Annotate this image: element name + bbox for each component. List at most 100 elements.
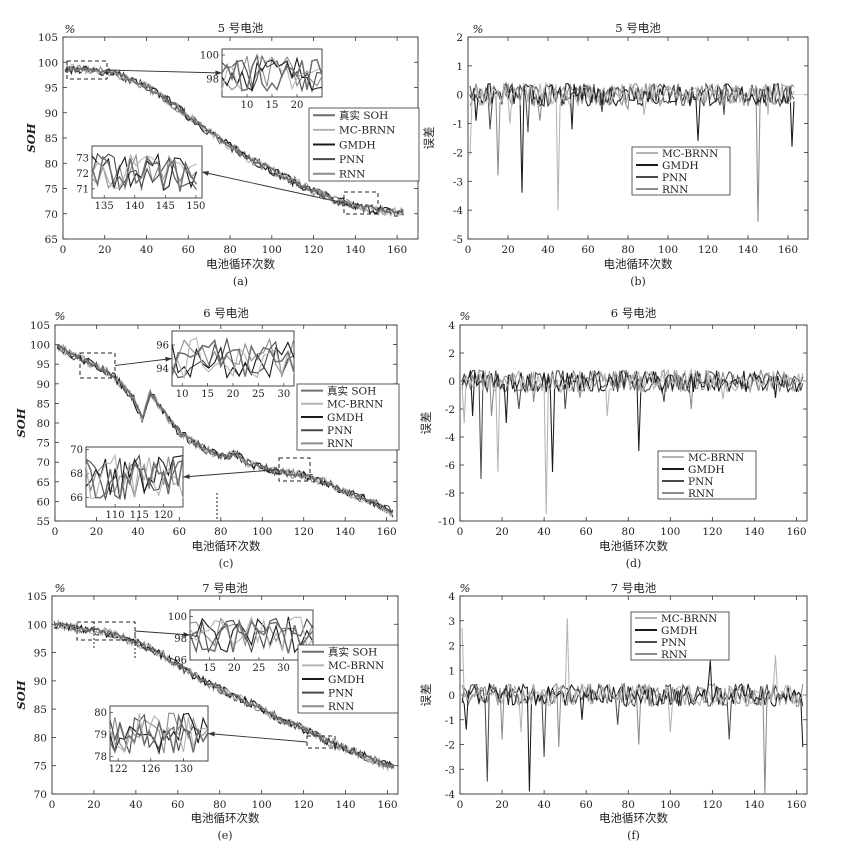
y-tick-label: 95 <box>34 648 47 660</box>
x-tick-label: 80 <box>214 526 227 538</box>
x-tick-label: 0 <box>457 799 464 811</box>
series-line-1 <box>56 345 394 518</box>
panel-title: 6 号电池 <box>203 306 249 320</box>
x-tick-label: 40 <box>140 244 153 256</box>
y-tick-label: -8 <box>445 488 455 500</box>
inset-y-tick-label: 96 <box>174 656 187 667</box>
y-tick-label: 3 <box>448 616 455 628</box>
x-tick-label: 20 <box>90 526 103 538</box>
x-tick-label: 140 <box>345 244 365 256</box>
x-tick-label: 160 <box>377 526 397 538</box>
x-tick-label: 160 <box>778 244 798 256</box>
plot-frame <box>467 36 809 240</box>
inset-x-tick-label: 30 <box>277 389 290 400</box>
y-tick-label: 2 <box>448 641 455 653</box>
y-tick-label: 105 <box>38 32 58 44</box>
y-tick-label: 2 <box>448 348 455 360</box>
inset-x-tick-label: 150 <box>186 201 205 212</box>
y-tick-label: -3 <box>445 764 455 776</box>
legend-entry: GMDH <box>327 412 364 424</box>
y-tick-label: -3 <box>453 176 463 188</box>
series-line-1 <box>54 619 395 772</box>
panel-d: 0 20 40 60 80 100 120 140 160 -10 -8 -6 -4 -2 0 2 4 6 号电池… <box>419 306 808 570</box>
inset-series-line-1 <box>189 615 314 652</box>
x-axis-label: 电池循环次数 <box>599 539 668 553</box>
panel-title: 6 号电池 <box>611 306 657 320</box>
inset-x-tick-label: 145 <box>156 201 175 212</box>
x-tick-label: 140 <box>738 244 758 256</box>
x-tick-label: 40 <box>537 799 550 811</box>
zoom-arrowhead <box>183 632 190 637</box>
inset-series-line-0 <box>91 155 198 192</box>
inset-series-line-2 <box>85 455 184 500</box>
series-line-0 <box>56 343 394 515</box>
series-line-1 <box>469 82 795 193</box>
x-tick-label: 80 <box>622 799 635 811</box>
x-tick-label: 80 <box>622 526 635 538</box>
inset-1: 122 126 130 78 79 80 <box>94 705 336 775</box>
y-unit-label: % <box>460 309 471 323</box>
x-tick-label: 120 <box>702 799 722 811</box>
y-tick-label: 65 <box>45 234 58 246</box>
y-tick-label: 85 <box>45 133 58 145</box>
y-tick-label: 75 <box>37 438 50 450</box>
inset-series-line-1 <box>91 153 197 189</box>
legend-entry: PNN <box>328 687 353 699</box>
y-tick-label: 85 <box>37 398 50 410</box>
x-tick-label: 60 <box>173 526 186 538</box>
x-tick-label: 100 <box>262 244 282 256</box>
series-line-1 <box>461 660 804 792</box>
y-unit-label: % <box>473 22 484 36</box>
legend-entry: GMDH <box>339 139 376 151</box>
inset-x-tick-label: 10 <box>241 100 254 111</box>
zoom-arrow <box>106 69 223 74</box>
zoom-region <box>79 352 116 379</box>
legend-entry: MC-BRNN <box>339 125 395 137</box>
x-tick-label: 160 <box>786 799 806 811</box>
y-tick-label: -2 <box>445 404 455 416</box>
y-tick-label: 4 <box>448 591 455 603</box>
x-tick-label: 20 <box>501 244 514 256</box>
legend-frame <box>631 146 731 196</box>
legend-entry: RNN <box>661 649 687 661</box>
panel-caption: (d) <box>626 557 642 570</box>
legend-frame <box>657 450 757 500</box>
inset-series-line-4 <box>189 617 314 648</box>
y-tick-label: 105 <box>27 591 47 603</box>
x-tick-label: 40 <box>537 526 550 538</box>
y-tick-label: 90 <box>37 379 50 391</box>
x-tick-label: 100 <box>660 526 680 538</box>
inset-y-tick-label: 66 <box>70 493 83 504</box>
inset-y-tick-label: 96 <box>156 341 169 352</box>
series-line-0 <box>53 622 395 770</box>
y-tick-label: 85 <box>34 704 47 716</box>
legend-entry: RNN <box>662 184 688 196</box>
inset-series-line-2 <box>109 712 209 755</box>
x-tick-label: 0 <box>60 244 67 256</box>
x-tick-label: 100 <box>252 526 272 538</box>
inset-y-tick-label: 68 <box>70 469 83 480</box>
x-tick-label: 60 <box>581 244 594 256</box>
y-tick-label: -4 <box>445 432 456 444</box>
legend-entry: RNN <box>339 169 365 181</box>
x-tick-label: 80 <box>213 799 226 811</box>
y-tick-label: 60 <box>37 496 50 508</box>
y-tick-label: 70 <box>34 789 47 801</box>
inset-x-tick-label: 110 <box>106 510 125 521</box>
y-tick-label: 65 <box>37 477 50 489</box>
legend-entry: RNN <box>327 438 353 450</box>
legend-entry: MC-BRNN <box>662 148 718 160</box>
zoom-region <box>278 457 311 482</box>
inset-series-line-0 <box>171 338 295 377</box>
panel-caption: (c) <box>219 557 234 570</box>
x-tick-label: 100 <box>658 244 678 256</box>
panel-title: 5 号电池 <box>218 21 264 35</box>
x-tick-label: 60 <box>182 244 195 256</box>
inset-series-line-1 <box>221 55 323 92</box>
legend-entry: GMDH <box>688 464 725 476</box>
inset-y-tick-label: 98 <box>206 75 219 86</box>
inset-x-tick-label: 15 <box>201 389 214 400</box>
inset-0: 10 15 20 98 100 <box>66 48 323 111</box>
series-line-3 <box>461 682 804 795</box>
